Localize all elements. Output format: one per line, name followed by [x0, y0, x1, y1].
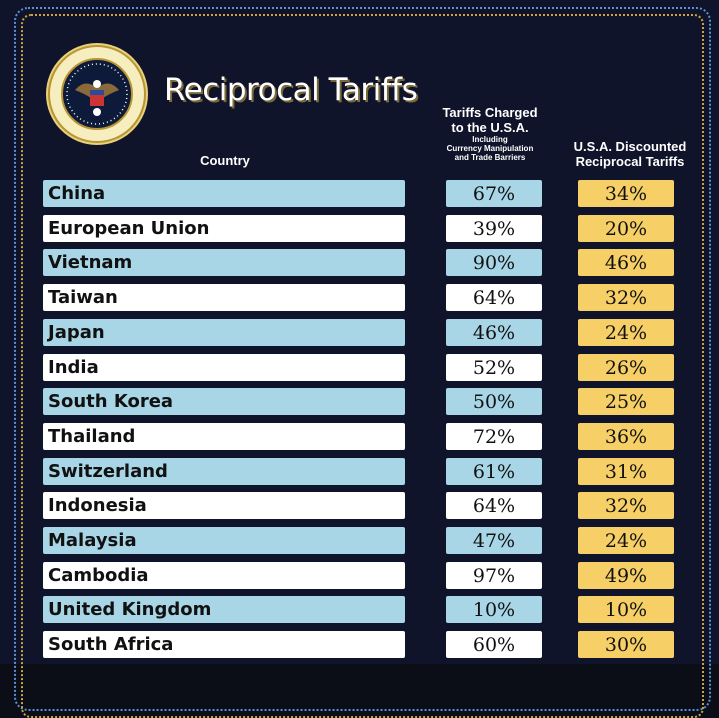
table-row: Japan 46% 24%	[0, 318, 719, 347]
tariffs-charged-cell: 46%	[446, 318, 542, 346]
column-header-tariffs-charged: Tariffs Charged to the U.S.A. Including …	[428, 105, 552, 162]
table-row: South Africa 60% 30%	[0, 631, 719, 659]
header-note: Including	[472, 135, 508, 144]
table-row: Indonesia 64% 32%	[0, 492, 719, 520]
tariffs-charged-cell: 52%	[446, 353, 542, 381]
table-row: United Kingdom 10% 10%	[0, 596, 719, 624]
country-cell: United Kingdom	[43, 596, 405, 624]
discounted-tariff-cell: 31%	[578, 457, 674, 485]
country-cell: Taiwan	[43, 284, 405, 312]
country-cell: Switzerland	[43, 457, 405, 485]
table-row: India 52% 26%	[0, 353, 719, 382]
discounted-tariff-cell: 32%	[578, 492, 674, 520]
country-cell: European Union	[43, 214, 405, 242]
tariffs-charged-cell: 60%	[446, 631, 542, 659]
table-row: Malaysia 47% 24%	[0, 527, 719, 555]
header-line: Tariffs Charged	[442, 105, 538, 120]
tariffs-charged-cell: 47%	[446, 527, 542, 554]
discounted-tariff-cell: 46%	[578, 249, 674, 277]
column-header-country: Country	[200, 153, 250, 168]
header-note: Currency Manipulation	[446, 144, 534, 153]
country-cell: Thailand	[43, 422, 405, 450]
table-row: Taiwan 64% 32%	[0, 284, 719, 312]
country-cell: South Korea	[43, 388, 405, 416]
header-line: U.S.A. Discounted	[573, 139, 687, 154]
discounted-tariff-cell: 24%	[578, 527, 674, 554]
tariffs-charged-cell: 64%	[446, 492, 542, 520]
column-header-discounted-tariffs: U.S.A. Discounted Reciprocal Tariffs	[556, 139, 704, 169]
tariffs-charged-cell: 50%	[446, 388, 542, 416]
tariffs-charged-cell: 61%	[446, 457, 542, 485]
tariffs-charged-cell: 10%	[446, 596, 542, 624]
table-row: Thailand 72% 36%	[0, 422, 719, 451]
discounted-tariff-cell: 36%	[578, 422, 674, 450]
discounted-tariff-cell: 32%	[578, 284, 674, 312]
tariffs-charged-cell: 97%	[446, 561, 542, 589]
tariffs-charged-cell: 39%	[446, 214, 542, 242]
tariffs-charged-cell: 67%	[446, 180, 542, 207]
header-line: Reciprocal Tariffs	[575, 154, 685, 169]
discounted-tariff-cell: 25%	[578, 388, 674, 416]
page-title: Reciprocal Tariffs	[164, 72, 418, 108]
discounted-tariff-cell: 34%	[578, 180, 674, 207]
discounted-tariff-cell: 26%	[578, 353, 674, 381]
table-row: Cambodia 97% 49%	[0, 561, 719, 590]
discounted-tariff-cell: 20%	[578, 214, 674, 242]
table-row: Switzerland 61% 31%	[0, 457, 719, 486]
country-cell: India	[43, 353, 405, 381]
country-cell: Japan	[43, 318, 405, 346]
discounted-tariff-cell: 30%	[578, 631, 674, 659]
header-note: and Trade Barriers	[454, 153, 526, 162]
tariffs-charged-cell: 64%	[446, 284, 542, 312]
country-cell: Vietnam	[43, 249, 405, 277]
country-cell: Malaysia	[43, 527, 405, 554]
table-row: China 67% 34%	[0, 180, 719, 208]
country-cell: Indonesia	[43, 492, 405, 520]
presidential-seal-icon	[46, 43, 148, 145]
header-line: to the U.S.A.	[451, 120, 529, 135]
table-row: European Union 39% 20%	[0, 214, 719, 243]
discounted-tariff-cell: 49%	[578, 561, 674, 589]
discounted-tariff-cell: 10%	[578, 596, 674, 624]
discounted-tariff-cell: 24%	[578, 318, 674, 346]
country-cell: China	[43, 180, 405, 207]
country-cell: Cambodia	[43, 561, 405, 589]
table-row: Vietnam 90% 46%	[0, 249, 719, 277]
tariffs-charged-cell: 90%	[446, 249, 542, 277]
country-cell: South Africa	[43, 631, 405, 659]
table-row: South Korea 50% 25%	[0, 388, 719, 416]
tariffs-charged-cell: 72%	[446, 422, 542, 450]
